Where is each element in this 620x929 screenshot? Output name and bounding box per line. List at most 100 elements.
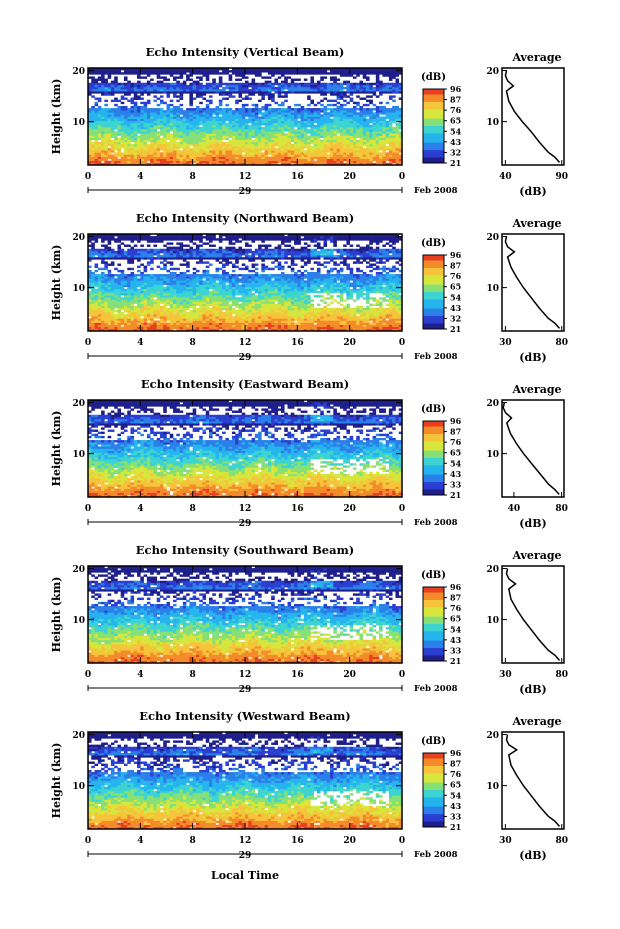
heatmap-cell <box>173 117 177 119</box>
heatmap-cell <box>206 150 210 152</box>
heatmap-cell <box>104 150 108 152</box>
heatmap-cell <box>134 285 138 287</box>
heatmap-cell <box>124 238 128 240</box>
heatmap-cell <box>189 154 193 156</box>
heatmap-cell <box>134 312 138 314</box>
heatmap-cell <box>284 146 288 148</box>
heatmap-cell <box>167 104 171 106</box>
heatmap-cell <box>95 131 99 133</box>
heatmap-cell <box>117 144 121 146</box>
heatmap-cell <box>108 310 112 312</box>
heatmap-cell <box>202 127 206 129</box>
heatmap-cell <box>131 283 135 285</box>
heatmap-cell <box>134 236 138 238</box>
heatmap-cell <box>134 135 138 137</box>
heatmap-cell <box>186 249 190 251</box>
heatmap-cell <box>98 323 102 325</box>
heatmap-cell <box>202 91 206 93</box>
heatmap-cell <box>137 278 141 280</box>
heatmap-cell <box>170 242 174 244</box>
heatmap-cell <box>153 161 157 163</box>
heatmap-cell <box>167 117 171 119</box>
heatmap-cell <box>265 148 269 150</box>
heatmap-cell <box>121 144 125 146</box>
heatmap-cell <box>258 85 262 87</box>
heatmap-cell <box>310 117 314 119</box>
heatmap-cell <box>261 76 265 78</box>
heatmap-cell <box>124 98 128 100</box>
heatmap-cell <box>291 114 295 116</box>
heatmap-cell <box>137 138 141 140</box>
heatmap-cell <box>356 87 360 89</box>
heatmap-cell <box>176 251 180 253</box>
heatmap-cell <box>153 144 157 146</box>
heatmap-cell <box>167 297 171 299</box>
colorbar-tick-label: 96 <box>450 84 462 94</box>
heatmap-cell <box>147 306 151 308</box>
heatmap-cell <box>121 283 125 285</box>
heatmap-cell <box>392 129 396 131</box>
heatmap-cell <box>366 114 370 116</box>
heatmap-cell <box>238 85 242 87</box>
heatmap-cell <box>121 89 125 91</box>
heatmap-cell <box>150 142 154 144</box>
colorbar <box>423 89 444 163</box>
heatmap-cell <box>140 251 144 253</box>
heatmap-cell <box>183 142 187 144</box>
heatmap-cell <box>196 323 200 325</box>
heatmap-cell <box>160 318 164 320</box>
heatmap-cell <box>91 314 95 316</box>
heatmap-cell <box>111 253 115 255</box>
heatmap-cell <box>193 98 197 100</box>
heatmap-cell <box>91 133 95 135</box>
heatmap-cell <box>284 127 288 129</box>
heatmap-cell <box>167 159 171 161</box>
heatmap-cell <box>297 87 301 89</box>
heatmap-cell <box>131 297 135 299</box>
heatmap-cell <box>114 83 118 85</box>
heatmap-cell <box>153 108 157 110</box>
heatmap-cell <box>255 72 259 74</box>
heatmap-cell <box>95 304 99 306</box>
heatmap-cell <box>209 140 213 142</box>
heatmap-cell <box>219 152 223 154</box>
heatmap-cell <box>330 129 334 131</box>
heatmap-cell <box>186 121 190 123</box>
heatmap-cell <box>209 108 213 110</box>
heatmap-cell <box>131 72 135 74</box>
heatmap-cell <box>189 131 193 133</box>
heatmap-cell <box>314 161 318 163</box>
heatmap-cell <box>333 117 337 119</box>
heatmap-cell <box>268 108 272 110</box>
heatmap-cell <box>173 144 177 146</box>
heatmap-cell <box>212 70 216 72</box>
heatmap-cell <box>324 110 328 112</box>
heatmap-cell <box>333 85 337 87</box>
heatmap-cell <box>389 74 393 76</box>
heatmap-cell <box>150 108 154 110</box>
heatmap-cell <box>140 161 144 163</box>
heatmap-cell <box>121 253 125 255</box>
heatmap-cell <box>337 98 341 100</box>
heatmap-cell <box>346 142 350 144</box>
heatmap-cell <box>324 148 328 150</box>
heatmap-cell <box>167 310 171 312</box>
heatmap-cell <box>392 138 396 140</box>
heatmap-cell <box>206 76 210 78</box>
heatmap-cell <box>216 110 220 112</box>
heatmap-cell <box>304 131 308 133</box>
heatmap-cell <box>229 117 233 119</box>
heatmap-cell <box>160 123 164 125</box>
heatmap-cell <box>111 85 115 87</box>
heatmap-cell <box>382 146 386 148</box>
heatmap-cell <box>366 159 370 161</box>
heatmap-cell <box>186 306 190 308</box>
heatmap-cell <box>238 133 242 135</box>
heatmap-cell <box>160 100 164 102</box>
heatmap-cell <box>258 157 262 159</box>
heatmap-cell <box>140 138 144 140</box>
heatmap-cell <box>301 117 305 119</box>
heatmap-cell <box>209 100 213 102</box>
heatmap-cell <box>91 161 95 163</box>
heatmap-cell <box>157 154 161 156</box>
